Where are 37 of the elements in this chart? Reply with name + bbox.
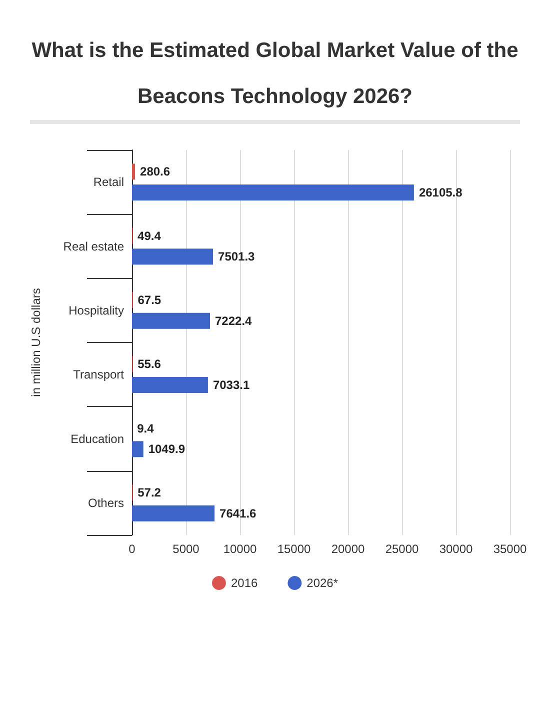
data-label: 7641.6	[220, 506, 257, 520]
data-label: 49.4	[138, 228, 162, 243]
data-label: 26105.8	[418, 185, 463, 200]
bar	[132, 184, 414, 200]
x-tick-label: 25000	[385, 542, 420, 556]
data-label: 57.2	[138, 486, 162, 500]
y-tick-label: Real estate	[63, 239, 124, 254]
data-label: 9.4	[137, 421, 154, 436]
bar	[132, 164, 136, 180]
bar	[132, 376, 208, 393]
data-label: 280.6	[140, 164, 170, 179]
y-tick-label: Education	[70, 432, 124, 446]
bar	[132, 248, 214, 265]
data-label: 55.6	[138, 357, 162, 372]
data-label: 7033.1	[212, 378, 250, 392]
data-label: 1049.9	[148, 442, 186, 456]
x-tick-label: 15000	[277, 542, 312, 556]
x-tick-label: 0	[128, 542, 136, 556]
legend-label: 2026*	[306, 576, 338, 590]
data-label: 7501.3	[218, 250, 256, 264]
chart-title: What is the Estimated Global Market Value of the Beacons Technology 2026?	[30, 38, 520, 110]
y-tick-label: Transport	[73, 368, 125, 382]
x-tick-label: 35000	[493, 542, 528, 556]
bar	[132, 312, 210, 329]
y-tick-label: Retail	[93, 175, 124, 190]
y-axis-title: in million U.S dollars	[29, 288, 43, 397]
data-label: 7222.4	[215, 314, 252, 328]
x-tick-label: 10000	[223, 542, 258, 556]
data-label: 67.5	[138, 293, 162, 308]
x-tick-label: 30000	[439, 542, 474, 556]
x-tick-label: 20000	[331, 542, 366, 556]
y-tick-label: Others	[88, 496, 124, 510]
bar	[132, 505, 215, 522]
bar	[132, 441, 144, 458]
x-tick-label: 5000	[172, 542, 200, 556]
legend-label: 2016	[230, 576, 258, 590]
y-tick-label: Hospitality	[68, 303, 124, 318]
